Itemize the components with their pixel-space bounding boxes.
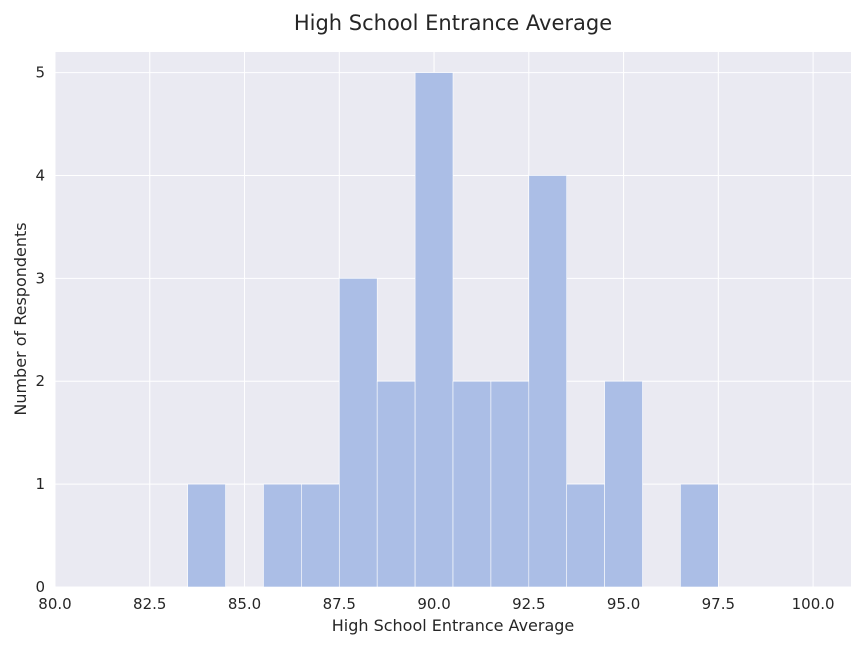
- histogram-bar: [566, 483, 605, 588]
- x-tick-label: 85.0: [228, 595, 261, 613]
- histogram-bar: [414, 72, 454, 588]
- y-tick-label: 4: [35, 166, 45, 184]
- x-tick-label: 90.0: [417, 595, 450, 613]
- histogram-bar: [301, 483, 340, 588]
- y-axis-label: Number of Respondents: [11, 222, 30, 415]
- x-tick-label: 97.5: [702, 595, 735, 613]
- x-tick-label: 92.5: [512, 595, 545, 613]
- y-tick-label: 3: [35, 269, 45, 287]
- x-tick-label: 100.0: [792, 595, 835, 613]
- histogram-bar: [187, 483, 226, 588]
- x-tick-label: 87.5: [323, 595, 356, 613]
- histogram-bar: [604, 380, 643, 588]
- chart-title: High School Entrance Average: [294, 11, 612, 35]
- y-tick-label: 1: [35, 475, 45, 493]
- histogram-bar: [680, 483, 719, 588]
- histogram-bar: [338, 278, 378, 588]
- x-tick-label: 95.0: [607, 595, 640, 613]
- x-tick-label: 82.5: [133, 595, 166, 613]
- x-axis-label: High School Entrance Average: [332, 616, 575, 635]
- histogram-bar: [528, 175, 568, 588]
- histogram-bar: [376, 380, 416, 588]
- histogram-bar: [452, 380, 492, 588]
- x-tick-label: 80.0: [38, 595, 71, 613]
- histogram-bar: [263, 483, 302, 588]
- y-tick-label: 5: [35, 64, 45, 82]
- histogram-bar: [490, 380, 530, 588]
- y-axis-ticks: 0 1 2 3 4 5: [35, 64, 45, 596]
- x-axis-ticks: 80.0 82.5 85.0 87.5 90.0 92.5 95.0 97.5 100.0: [38, 595, 834, 613]
- y-tick-label: 2: [35, 372, 45, 390]
- y-tick-label: 0: [35, 578, 45, 596]
- histogram-bars: [187, 72, 719, 588]
